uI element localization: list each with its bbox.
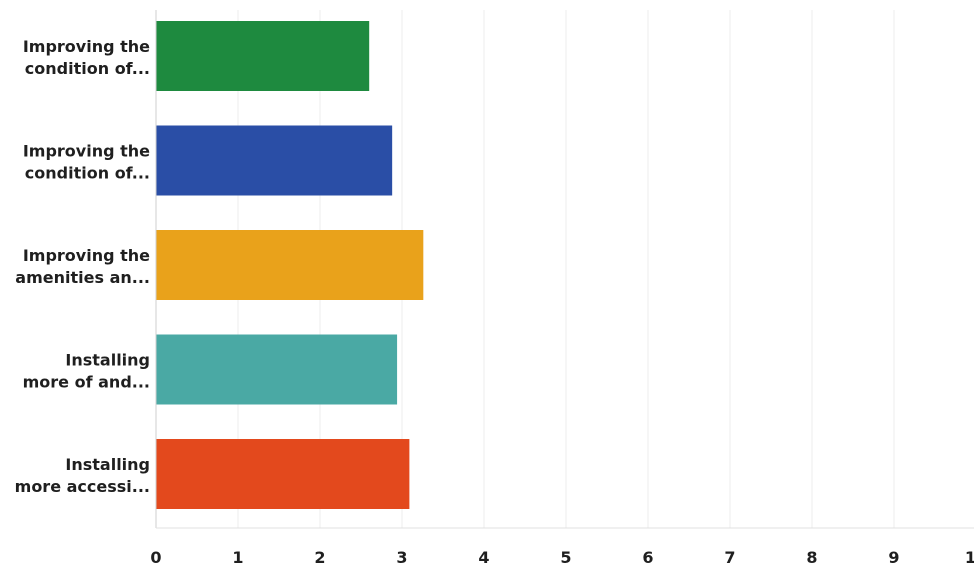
category-label-5: Installing more accessi...	[15, 455, 150, 496]
bar-4[interactable]	[156, 334, 398, 405]
category-label-5-line-1: Installing	[65, 455, 150, 474]
bar-5[interactable]	[156, 439, 410, 509]
category-label-4: Installing more of and...	[23, 351, 150, 392]
x-tick-label-1: 1	[232, 548, 243, 567]
x-tick-label-6: 6	[642, 548, 653, 567]
x-tick-label-8: 8	[806, 548, 817, 567]
category-label-2-line-1: Improving the	[23, 142, 150, 161]
bar-1[interactable]	[156, 21, 370, 91]
x-tick-label-5: 5	[560, 548, 571, 567]
category-labels: Improving the condition of...Improving th…	[15, 37, 151, 496]
x-tick-label-7: 7	[724, 548, 735, 567]
category-label-4-line-2: more of and...	[23, 373, 150, 392]
category-label-2: Improving the condition of...	[23, 142, 150, 183]
x-tick-label-3: 3	[396, 548, 407, 567]
x-tick-label-10: 10	[965, 548, 974, 567]
x-axis-tick-labels: 0 1 2 3 4 5 6 7 8 9 10	[150, 548, 974, 567]
category-label-1-line-2: condition of...	[25, 59, 150, 78]
category-label-2-line-2: condition of...	[25, 164, 150, 183]
x-tick-label-4: 4	[478, 548, 489, 567]
category-label-5-line-2: more accessi...	[15, 477, 150, 496]
bars	[156, 21, 424, 509]
x-tick-label-9: 9	[888, 548, 899, 567]
grid-lines	[237, 10, 895, 528]
category-label-4-line-1: Installing	[65, 351, 150, 370]
category-label-1: Improving the condition of...	[23, 37, 150, 78]
bar-2[interactable]	[156, 125, 393, 196]
category-label-3: Improving the amenities an...	[15, 246, 150, 287]
x-tick-label-2: 2	[314, 548, 325, 567]
x-tick-label-0: 0	[150, 548, 161, 567]
bar-3[interactable]	[156, 230, 424, 300]
category-label-3-line-2: amenities an...	[15, 268, 150, 287]
category-label-1-line-1: Improving the	[23, 37, 150, 56]
category-label-3-line-1: Improving the	[23, 246, 150, 265]
